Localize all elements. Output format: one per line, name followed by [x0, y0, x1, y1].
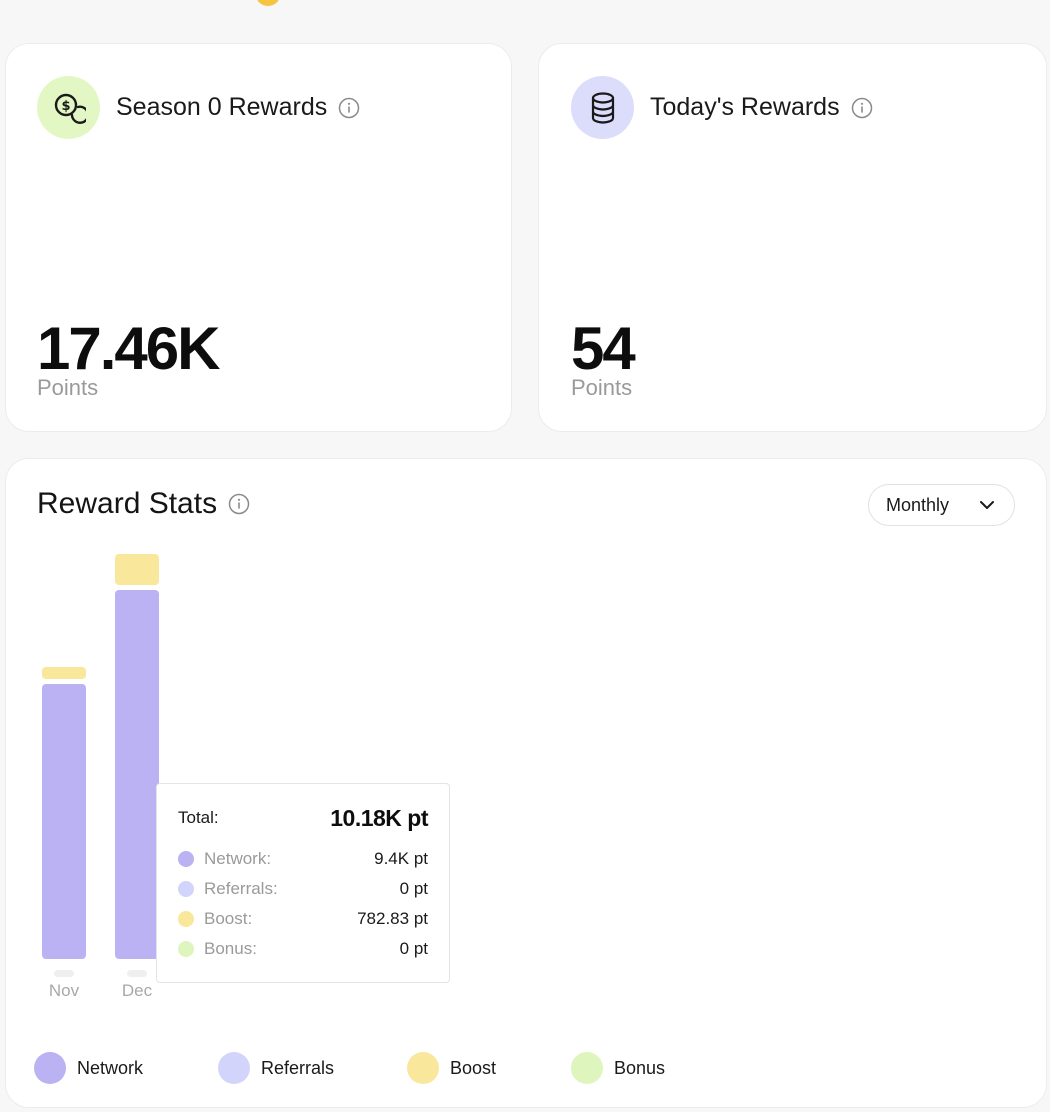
- info-icon[interactable]: [338, 97, 360, 119]
- info-icon[interactable]: [228, 493, 250, 515]
- info-icon[interactable]: [851, 97, 873, 119]
- tooltip-row-label: Boost:: [204, 909, 253, 928]
- tooltip-row-value: 782.83 pt: [357, 909, 428, 928]
- x-tick-marker: [54, 970, 74, 977]
- tooltip-row-boost: Boost: 782.83 pt: [178, 904, 428, 934]
- legend-label: Referrals: [261, 1057, 335, 1078]
- coin-dollar-icon: $: [37, 76, 100, 139]
- tooltip-row-value: 9.4K pt: [374, 849, 428, 868]
- tooltip-row-network: Network: 9.4K pt: [178, 844, 428, 874]
- reward-stats-title: Reward Stats: [37, 487, 218, 520]
- legend-item-boost[interactable]: Boost: [407, 1052, 571, 1084]
- chevron-down-icon: [978, 495, 996, 516]
- tooltip-total-value: 10.18K pt: [330, 804, 428, 831]
- referrals-dot: [218, 1052, 250, 1084]
- chart-tooltip: Total: 10.18K pt Network: 9.4K pt Referr…: [156, 783, 450, 983]
- legend-item-referrals[interactable]: Referrals: [218, 1052, 407, 1084]
- period-select-value: Monthly: [886, 494, 950, 515]
- bar-network-nov[interactable]: [42, 683, 86, 959]
- referrals-dot: [178, 881, 194, 897]
- period-select[interactable]: Monthly: [868, 484, 1015, 526]
- tooltip-row-value: 0 pt: [399, 939, 428, 958]
- x-tick-marker: [127, 970, 147, 977]
- bar-boost-nov[interactable]: [42, 666, 86, 679]
- legend-label: Bonus: [614, 1057, 666, 1078]
- tooltip-row-bonus: Bonus: 0 pt: [178, 934, 428, 964]
- bonus-dot: [571, 1052, 603, 1084]
- legend-label: Boost: [450, 1057, 497, 1078]
- reward-stats-card: Reward Stats Monthly Nov Dec Total: 10.18…: [5, 458, 1047, 1108]
- waving-emoji-icon: [256, 0, 280, 6]
- season-points-value: 17.46K: [37, 315, 220, 382]
- tooltip-row-label: Referrals:: [204, 879, 278, 898]
- bonus-dot: [178, 941, 194, 957]
- tooltip-row-referrals: Referrals: 0 pt: [178, 874, 428, 904]
- coin-stack-icon: [571, 76, 634, 139]
- bar-boost-dec[interactable]: [115, 553, 159, 585]
- season-points-unit: Points: [37, 375, 99, 400]
- today-points-unit: Points: [571, 375, 633, 400]
- x-tick-label: Nov: [48, 981, 80, 1000]
- today-rewards-card: Today's Rewards 54 Points: [538, 43, 1047, 432]
- legend-item-network[interactable]: Network: [34, 1052, 218, 1084]
- tooltip-row-value: 0 pt: [399, 879, 428, 898]
- legend-item-bonus[interactable]: Bonus: [571, 1052, 665, 1084]
- network-dot: [34, 1052, 66, 1084]
- tooltip-total-label: Total:: [178, 808, 219, 827]
- x-tick-label: Dec: [121, 981, 153, 1000]
- tooltip-row-label: Bonus:: [204, 939, 257, 958]
- svg-text:$: $: [61, 99, 70, 114]
- season-rewards-card: $ Season 0 Rewards 17.46K Points: [5, 43, 512, 432]
- chart-legend: Network Referrals Boost Bonus: [34, 1052, 665, 1084]
- boost-dot: [178, 911, 194, 927]
- today-points-value: 54: [571, 315, 636, 382]
- network-dot: [178, 851, 194, 867]
- legend-label: Network: [77, 1057, 144, 1078]
- boost-dot: [407, 1052, 439, 1084]
- reward-stats-chart: Nov Dec: [6, 459, 1048, 1019]
- today-rewards-title: Today's Rewards: [650, 93, 840, 121]
- season-rewards-title: Season 0 Rewards: [116, 93, 328, 121]
- bar-network-dec[interactable]: [115, 589, 159, 959]
- tooltip-row-label: Network:: [204, 849, 272, 868]
